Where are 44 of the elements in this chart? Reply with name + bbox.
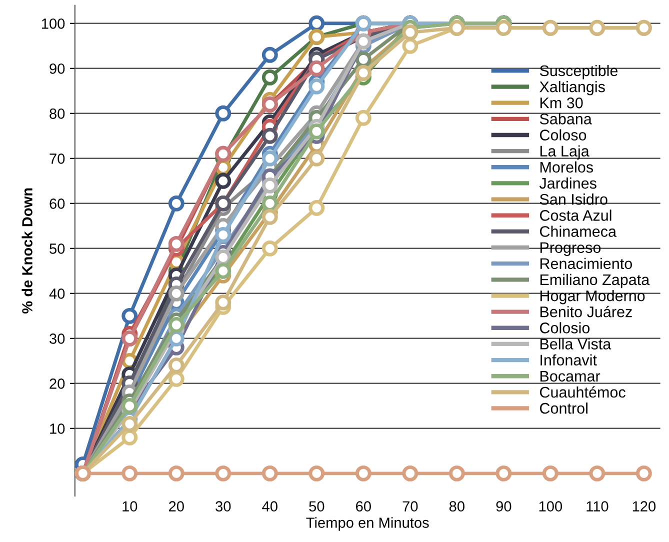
x-tick-label: 40 <box>262 501 278 512</box>
legend-label: Bella Vista <box>540 338 612 350</box>
x-tick-label: 110 <box>586 501 608 512</box>
legend-label: Cuauhtémoc <box>540 386 626 398</box>
x-tick-label: 20 <box>169 501 184 512</box>
legend-label: Control <box>540 402 588 414</box>
legend-label: Renacimiento <box>540 258 632 270</box>
x-tick-label: 10 <box>122 501 138 512</box>
legend-label: La Laja <box>540 145 590 160</box>
y-tick-label: 50 <box>50 244 65 254</box>
legend-label: Costa Azul <box>540 210 612 221</box>
y-tick-label: 90 <box>50 64 65 74</box>
x-tick-label: 90 <box>496 501 512 512</box>
legend-label: Benito Juárez <box>540 306 632 318</box>
x-tick-label: 50 <box>309 501 324 512</box>
legend-label: Coloso <box>540 129 586 140</box>
x-tick-label: 100 <box>539 501 562 512</box>
legend-label: Colosio <box>540 322 590 334</box>
x-tick-label: 70 <box>402 501 418 512</box>
y-axis-title: % de Knock Down <box>22 188 32 314</box>
x-tick-label: 80 <box>449 501 464 512</box>
y-tick-label: 60 <box>50 198 65 209</box>
x-axis-title: Tiempo en Minutos <box>306 517 429 531</box>
y-tick-label: 30 <box>50 334 65 344</box>
y-tick-label: 100 <box>42 18 65 29</box>
y-tick-label: 70 <box>50 154 65 164</box>
x-tick-label: 120 <box>632 501 656 512</box>
legend-label: Infonavit <box>540 354 597 366</box>
legend-label: Xaltiangis <box>540 81 605 96</box>
legend-label: Chinameca <box>540 226 616 237</box>
y-tick-label: 40 <box>49 288 65 299</box>
legend-label: San Isidro <box>540 194 608 205</box>
y-tick-label: 20 <box>50 378 65 389</box>
x-tick-label: 60 <box>356 501 371 512</box>
x-tick-label: 30 <box>216 501 231 512</box>
legend-label: Jardines <box>539 177 596 189</box>
y-tick-label: 10 <box>50 424 65 434</box>
legend-label: Sabana <box>540 113 592 124</box>
legend-label: Emiliano Zapata <box>540 274 650 288</box>
legend-label: Km 30 <box>540 98 583 108</box>
y-tick-label: 80 <box>50 108 65 119</box>
legend-label: Morelos <box>540 161 594 173</box>
legend-label: Bocamar <box>540 370 600 382</box>
legend-label: Susceptible <box>540 64 618 80</box>
